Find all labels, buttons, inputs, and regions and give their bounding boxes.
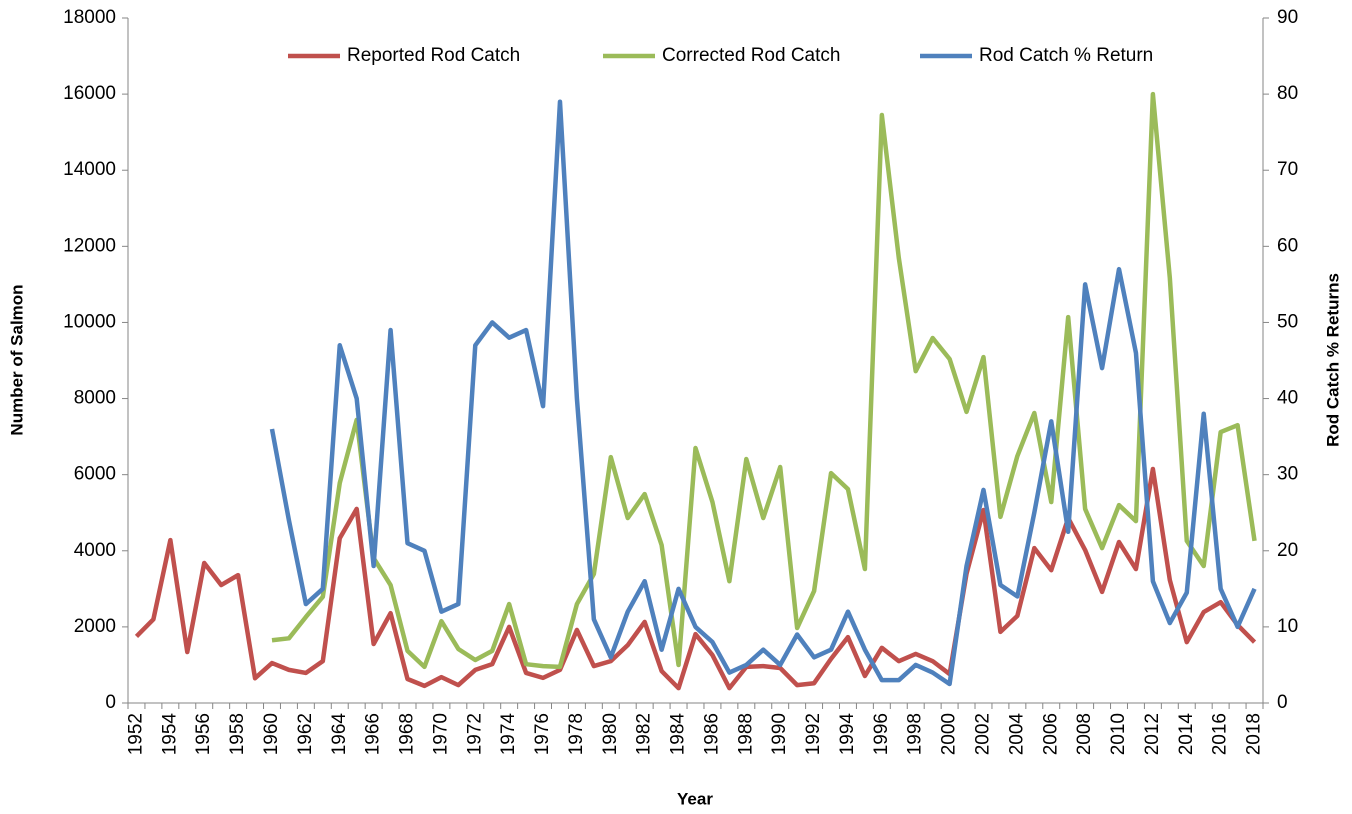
y2-tick-label: 70 bbox=[1277, 159, 1298, 180]
x-tick-label: 1960 bbox=[261, 713, 282, 755]
y-tick-label: 8000 bbox=[74, 388, 116, 409]
y-tick-label: 10000 bbox=[63, 311, 116, 332]
x-tick-label: 2008 bbox=[1074, 713, 1095, 755]
y2-tick-label: 10 bbox=[1277, 616, 1298, 637]
series-line bbox=[134, 466, 1257, 691]
x-tick-label: 1990 bbox=[769, 713, 790, 755]
x-tick-label: 1988 bbox=[735, 713, 756, 755]
legend-label: Reported Rod Catch bbox=[347, 45, 520, 66]
y2-tick-label: 20 bbox=[1277, 540, 1298, 561]
x-tick-label: 1986 bbox=[701, 713, 722, 755]
series-line bbox=[269, 99, 1257, 687]
y-tick-label: 16000 bbox=[63, 83, 116, 104]
x-tick-label: 2014 bbox=[1176, 713, 1197, 756]
x-tick-label: 1992 bbox=[803, 713, 824, 755]
y2-tick-label: 0 bbox=[1277, 692, 1288, 713]
x-tick-label: 2016 bbox=[1210, 713, 1231, 755]
y-tick-label: 0 bbox=[105, 692, 116, 713]
x-tick-label: 1966 bbox=[363, 713, 384, 755]
x-tick-label: 1968 bbox=[397, 713, 418, 755]
x-tick-label: 1984 bbox=[668, 713, 689, 756]
legend-label: Corrected Rod Catch bbox=[662, 45, 840, 66]
x-tick-label: 1994 bbox=[837, 713, 858, 756]
y-tick-label: 12000 bbox=[63, 235, 116, 256]
x-tick-label: 1952 bbox=[125, 713, 146, 755]
x-tick-label: 2000 bbox=[939, 713, 960, 755]
x-tick-label: 1974 bbox=[498, 713, 519, 756]
x-tick-label: 1962 bbox=[295, 713, 316, 755]
x-tick-label: 1996 bbox=[871, 713, 892, 755]
x-tick-label: 1964 bbox=[329, 713, 350, 756]
y-tick-label: 4000 bbox=[74, 540, 116, 561]
x-tick-label: 2004 bbox=[1006, 713, 1027, 756]
x-tick-label: 1958 bbox=[227, 713, 248, 755]
y2-axis-title: Rod Catch % Returns bbox=[1323, 273, 1342, 447]
y2-tick-label: 80 bbox=[1277, 83, 1298, 104]
y2-tick-label: 90 bbox=[1277, 7, 1298, 28]
y-tick-label: 6000 bbox=[74, 464, 116, 485]
x-tick-label: 1956 bbox=[193, 713, 214, 755]
y-tick-label: 2000 bbox=[74, 616, 116, 637]
x-tick-label: 1982 bbox=[634, 713, 655, 755]
x-tick-label: 1976 bbox=[532, 713, 553, 755]
x-tick-label: 1998 bbox=[905, 713, 926, 755]
x-tick-label: 2018 bbox=[1244, 713, 1265, 755]
x-tick-label: 2006 bbox=[1040, 713, 1061, 755]
y-tick-label: 14000 bbox=[63, 159, 116, 180]
x-tick-label: 1978 bbox=[566, 713, 587, 755]
x-tick-label: 1970 bbox=[430, 713, 451, 755]
x-tick-label: 1972 bbox=[464, 713, 485, 755]
x-axis-title: Year bbox=[677, 789, 713, 808]
x-tick-label: 2002 bbox=[973, 713, 994, 755]
series-line bbox=[271, 91, 1257, 670]
x-tick-label: 1980 bbox=[600, 713, 621, 755]
y2-tick-label: 50 bbox=[1277, 311, 1298, 332]
y2-tick-label: 40 bbox=[1277, 388, 1298, 409]
y2-tick-label: 30 bbox=[1277, 464, 1298, 485]
y-axis-title: Number of Salmon bbox=[7, 284, 26, 435]
x-tick-label: 2012 bbox=[1142, 713, 1163, 755]
x-tick-label: 1954 bbox=[159, 713, 180, 756]
x-tick-label: 2010 bbox=[1108, 713, 1129, 755]
y-tick-label: 18000 bbox=[63, 7, 116, 28]
legend-label: Rod Catch % Return bbox=[979, 45, 1153, 66]
y2-tick-label: 60 bbox=[1277, 235, 1298, 256]
